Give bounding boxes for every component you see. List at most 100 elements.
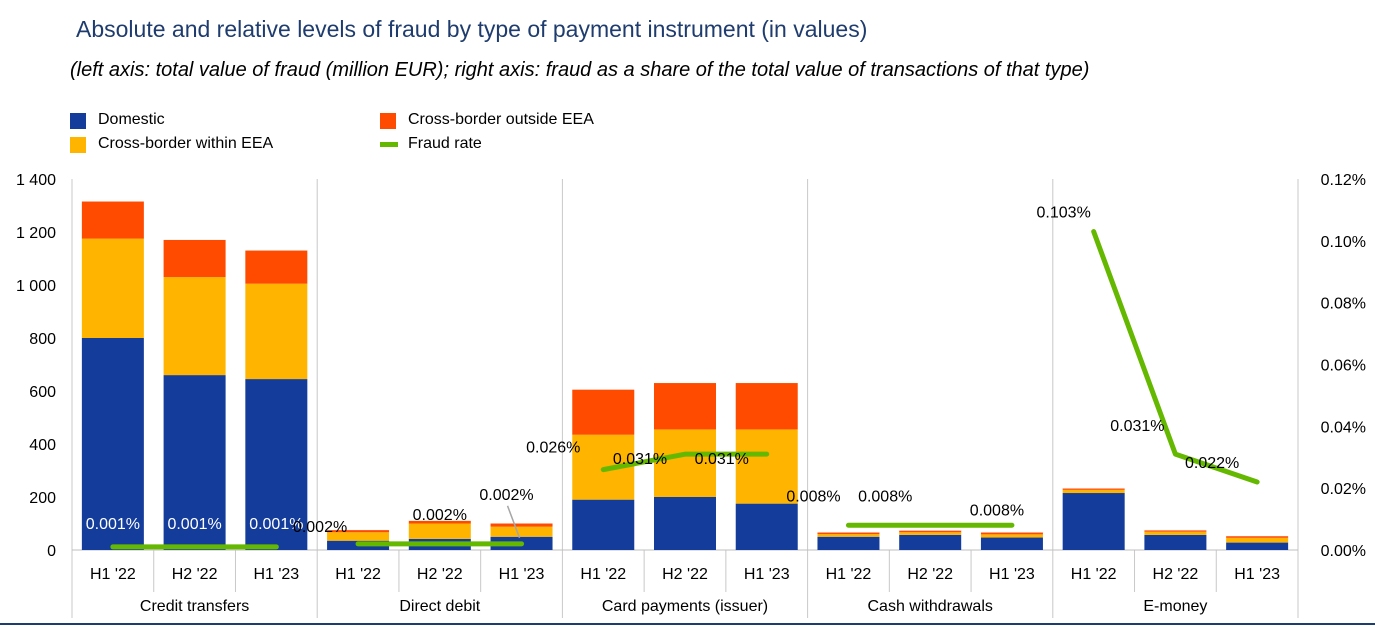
legend-swatch-within-eea — [70, 137, 86, 153]
group-label: E-money — [1143, 598, 1207, 615]
fraud-rate-data-label: 0.031% — [695, 451, 749, 468]
period-tick-label: H2 '22 — [172, 566, 218, 583]
period-tick-label: H1 '22 — [826, 566, 872, 583]
period-tick-label: H1 '23 — [253, 566, 299, 583]
right-axis-tick-label: 0.04% — [1321, 419, 1366, 436]
bar-segment — [490, 526, 553, 537]
legend-label-within-eea: Cross-border within EEA — [98, 135, 274, 152]
chart-subtitle: (left axis: total value of fraud (millio… — [70, 59, 1090, 81]
right-axis-tick-label: 0.08% — [1321, 296, 1366, 313]
fraud-rate-data-label: 0.031% — [613, 451, 667, 468]
right-axis-tick-label: 0.06% — [1321, 358, 1366, 375]
fraud-rate-data-label: 0.001% — [249, 516, 303, 533]
bar-segment — [654, 383, 716, 430]
period-tick-label: H1 '23 — [744, 566, 790, 583]
bar-segment — [572, 389, 635, 435]
period-tick-label: H1 '22 — [1071, 566, 1117, 583]
bar-segment — [817, 536, 880, 550]
bar-segment — [1062, 493, 1125, 550]
fraud-rate-data-label: 0.008% — [970, 502, 1024, 519]
bar-segment — [1226, 542, 1289, 550]
fraud-rate-data-label: 0.002% — [479, 487, 533, 504]
fraud-rate-data-label: 0.002% — [293, 519, 347, 536]
right-axis-tick-label: 0.12% — [1321, 172, 1366, 189]
bar-segment — [572, 499, 635, 550]
left-axis-tick-label: 1 400 — [16, 172, 56, 189]
fraud-rate-data-label: 0.001% — [167, 516, 221, 533]
left-axis-tick-label: 800 — [29, 331, 56, 348]
label-leader-line — [506, 505, 521, 539]
period-tick-label: H1 '22 — [90, 566, 136, 583]
bar-segment — [654, 429, 716, 497]
left-axis-tick-label: 600 — [29, 384, 56, 401]
group-label: Credit transfers — [140, 598, 249, 615]
right-axis-tick-label: 0.02% — [1321, 481, 1366, 498]
bar-segment — [899, 534, 962, 550]
bar-segment — [1226, 537, 1289, 543]
fraud-rate-data-label: 0.103% — [1037, 205, 1091, 222]
fraud-rate-data-label: 0.008% — [858, 488, 912, 505]
period-tick-label: H2 '22 — [1153, 566, 1199, 583]
fraud-rate-data-label: 0.008% — [786, 488, 840, 505]
bar-segment — [327, 532, 390, 541]
bar-segment — [1144, 531, 1207, 535]
bar-segment — [163, 239, 226, 278]
bar-segment — [163, 277, 226, 376]
period-tick-label: H1 '22 — [335, 566, 381, 583]
bar-segment — [1062, 489, 1125, 494]
period-tick-label: H1 '23 — [989, 566, 1035, 583]
bar-segment — [1062, 488, 1125, 490]
left-axis-tick-label: 200 — [29, 490, 56, 507]
chart-title: Absolute and relative levels of fraud by… — [76, 16, 868, 42]
bar-segment — [980, 537, 1043, 550]
bar-segment — [327, 530, 390, 533]
period-tick-label: H2 '22 — [662, 566, 708, 583]
bar-segment — [1144, 530, 1207, 532]
left-axis-tick-label: 400 — [29, 437, 56, 454]
right-axis-tick-label: 0.00% — [1321, 543, 1366, 560]
period-tick-label: H2 '22 — [417, 566, 463, 583]
bar-segment — [817, 534, 880, 537]
bar-segment — [490, 523, 553, 527]
bar-segment — [245, 379, 308, 550]
bar-segment — [81, 201, 144, 239]
bar-segment — [899, 532, 962, 535]
left-axis-tick-label: 0 — [47, 543, 56, 560]
fraud-rate-data-label: 0.001% — [86, 516, 140, 533]
bar-segment — [980, 534, 1043, 538]
bar-segment — [654, 497, 716, 550]
bar-segment — [899, 530, 962, 533]
legend-label-domestic: Domestic — [98, 111, 165, 128]
group-label: Card payments (issuer) — [602, 598, 768, 615]
bar-segment — [81, 238, 144, 338]
group-label: Direct debit — [399, 598, 480, 615]
period-tick-label: H1 '23 — [1234, 566, 1280, 583]
bar-segment — [245, 283, 308, 380]
period-tick-label: H2 '22 — [907, 566, 953, 583]
fraud-rate-line — [600, 451, 770, 473]
legend-swatch-outside-eea — [380, 113, 396, 129]
period-tick-label: H1 '23 — [499, 566, 545, 583]
bar-segment — [735, 503, 798, 550]
fraud-rate-line — [1091, 229, 1260, 485]
bar-segment — [245, 250, 308, 284]
left-axis-tick-label: 1 200 — [16, 225, 56, 242]
fraud-rate-data-label: 0.002% — [413, 507, 467, 524]
bar-segment — [163, 375, 226, 550]
group-label: Cash withdrawals — [868, 598, 993, 615]
bar-segment — [735, 429, 798, 504]
fraud-rate-data-label: 0.026% — [526, 440, 580, 457]
legend-swatch-domestic — [70, 113, 86, 129]
fraud-rate-data-label: 0.022% — [1185, 455, 1239, 472]
bar-segment — [408, 523, 471, 539]
left-axis-tick-label: 1 000 — [16, 278, 56, 295]
bar-segment — [1226, 536, 1289, 538]
fraud-rate-data-label: 0.031% — [1110, 418, 1164, 435]
legend-label-fraud-rate: Fraud rate — [408, 135, 482, 152]
bar-segment — [1144, 534, 1207, 550]
bar-segment — [735, 383, 798, 430]
bar-segment — [81, 338, 144, 550]
bar-segment — [408, 520, 471, 524]
bar-segment — [817, 532, 880, 535]
